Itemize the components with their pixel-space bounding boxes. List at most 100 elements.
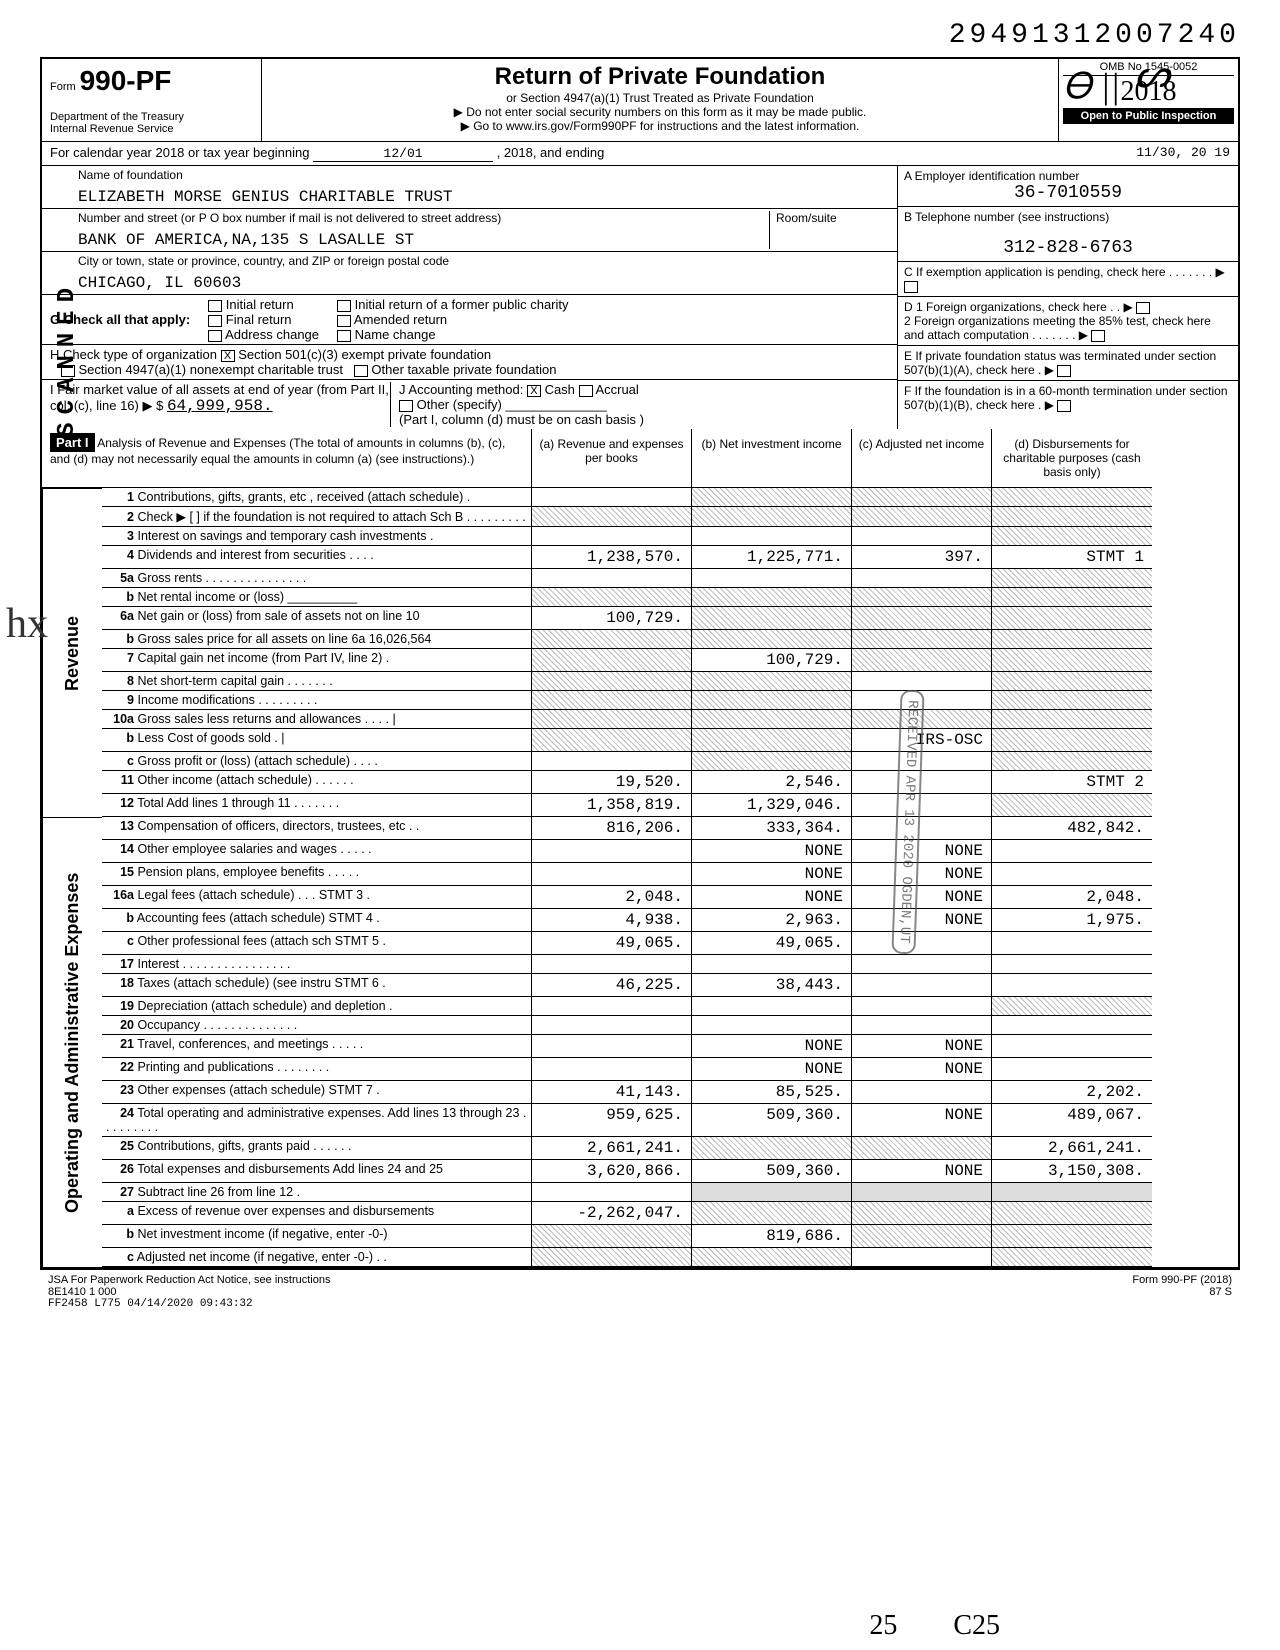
amount-cell: NONE [852,863,992,886]
amount-cell [532,710,692,729]
amount-cell [852,817,992,840]
j-note: (Part I, column (d) must be on cash basi… [399,412,644,427]
begin-year-label: , 2018, and ending [497,145,605,160]
checkbox[interactable] [337,300,351,312]
amount-cell [692,507,852,527]
checkbox[interactable] [337,315,351,327]
amount-cell [992,569,1152,588]
checkbox[interactable] [1091,330,1105,342]
amount-cell: 100,729. [532,607,692,630]
checkbox[interactable] [337,330,351,342]
checkbox[interactable] [1057,365,1071,377]
checkbox[interactable] [399,400,413,412]
checkbox-checked[interactable] [527,385,541,397]
checkbox[interactable] [208,330,222,342]
footer-batch: FF2458 L775 04/14/2020 09:43:32 [48,1298,330,1310]
amount-cell: 49,065. [532,932,692,955]
amount-cell [992,1225,1152,1248]
amount-cell: 333,364. [692,817,852,840]
room-label: Room/suite [776,211,889,225]
amount-cell [532,840,692,863]
g-row: G Check all that apply: Initial return F… [42,295,897,345]
amount-cell: 1,225,771. [692,546,852,569]
amount-cell: STMT 2 [992,771,1152,794]
col-d-head: (d) Disbursements for charitable purpose… [992,429,1152,488]
amount-cell: NONE [852,909,992,932]
end-date: 11/30, 20 19 [1136,145,1230,160]
addr-label: Number and street (or P O box number if … [78,211,769,225]
h-row: H Check type of organization Section 501… [42,345,897,380]
amount-cell: 819,686. [692,1225,852,1248]
row-desc: a Excess of revenue over expenses and di… [102,1202,532,1225]
amount-cell [692,672,852,691]
amount-cell: 46,225. [532,974,692,997]
footer: JSA For Paperwork Reduction Act Notice, … [40,1269,1240,1314]
row-desc: 24 Total operating and administrative ex… [102,1104,532,1137]
amount-cell [852,527,992,546]
amount-cell [692,1137,852,1160]
amount-cell: 100,729. [692,649,852,672]
amount-cell [992,1248,1152,1267]
scanned-label: SCANNED [54,280,81,437]
row-desc: 18 Taxes (attach schedule) (see instru S… [102,974,532,997]
amount-cell [532,1035,692,1058]
checkbox[interactable] [208,300,222,312]
form-number: 990-PF [80,65,172,96]
row-desc: 7 Capital gain net income (from Part IV,… [102,649,532,672]
amount-cell: NONE [852,886,992,909]
row-desc: b Gross sales price for all assets on li… [102,630,532,649]
amount-cell [992,1035,1152,1058]
row-desc: 8 Net short-term capital gain . . . . . … [102,672,532,691]
amount-cell [692,1202,852,1225]
amount-cell [692,691,852,710]
e-row: E If private foundation status was termi… [898,346,1238,381]
amount-cell: 3,150,308. [992,1160,1152,1183]
amount-cell [692,527,852,546]
row-desc: 1 Contributions, gifts, grants, etc , re… [102,488,532,507]
amount-cell [692,607,852,630]
amount-cell [852,1016,992,1035]
checkbox[interactable] [1057,400,1071,412]
city-cell: City or town, state or province, country… [42,252,897,295]
ein: 36-7010559 [904,183,1232,203]
checkbox[interactable] [1136,302,1150,314]
checkbox-checked[interactable] [221,350,235,362]
ein-row: A Employer identification number 36-7010… [898,166,1238,207]
calendar-year-row: For calendar year 2018 or tax year begin… [40,142,1240,166]
amount-cell: NONE [852,1160,992,1183]
j-other: Other (specify) [417,397,502,412]
amount-cell: 2,202. [992,1081,1152,1104]
amount-cell [992,863,1152,886]
checkbox[interactable] [904,281,918,293]
row-desc: b Accounting fees (attach schedule) STMT… [102,909,532,932]
amount-cell: 2,048. [992,886,1152,909]
amount-cell: 1,238,570. [532,546,692,569]
amount-cell [992,955,1152,974]
row-desc: b Net investment income (if negative, en… [102,1225,532,1248]
revenue-side-label: Revenue [42,488,102,817]
amount-cell [852,488,992,507]
part1-table: Part I Analysis of Revenue and Expenses … [40,429,1240,1269]
fmv-value: 64,999,958. [167,397,273,415]
amount-cell [992,507,1152,527]
row-desc: 10a Gross sales less returns and allowan… [102,710,532,729]
c-label: C If exemption application is pending, c… [904,265,1225,279]
h-opt1: Section 501(c)(3) exempt private foundat… [238,347,491,362]
amount-cell: NONE [852,1035,992,1058]
form-subtitle-2: ▶ Do not enter social security numbers o… [266,105,1054,119]
row-desc: 12 Total Add lines 1 through 11 . . . . … [102,794,532,817]
amount-cell: 38,443. [692,974,852,997]
checkbox[interactable] [208,315,222,327]
amount-cell: 3,620,866. [532,1160,692,1183]
row-desc: c Gross profit or (loss) (attach schedul… [102,752,532,771]
checkbox[interactable] [354,365,368,377]
form-prefix: Form [50,81,76,93]
f-row: F If the foundation is in a 60-month ter… [898,381,1238,415]
initials-mark: hx [6,600,48,648]
amount-cell [852,1081,992,1104]
checkbox[interactable] [579,385,593,397]
row-desc: 9 Income modifications . . . . . . . . . [102,691,532,710]
row-desc: 6a Net gain or (loss) from sale of asset… [102,607,532,630]
row-desc: 25 Contributions, gifts, grants paid . .… [102,1137,532,1160]
amount-cell: 1,358,819. [532,794,692,817]
